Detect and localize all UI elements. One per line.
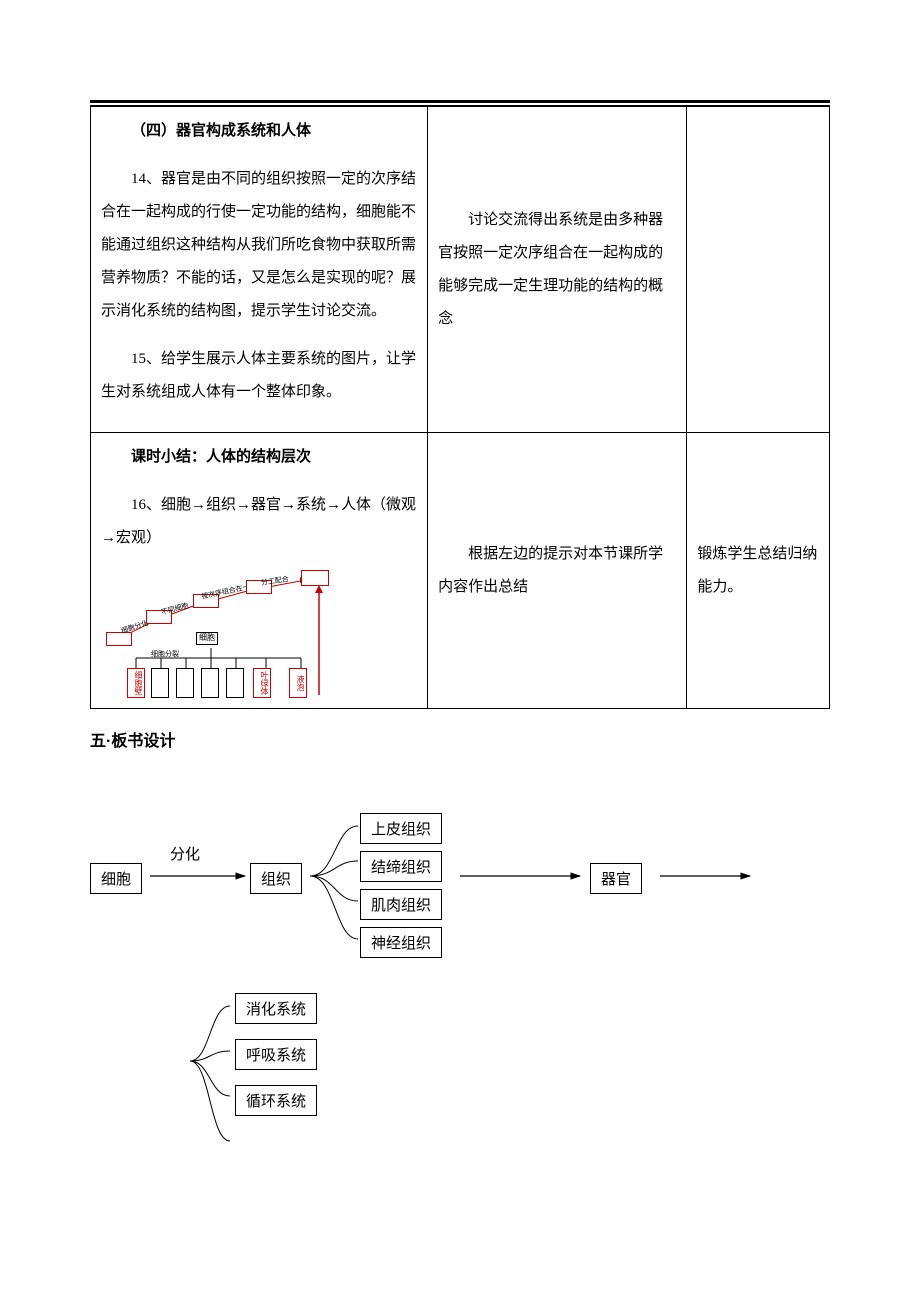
row2-p1: 16、细胞→组织→器官→系统→人体（微观→宏观） <box>101 489 417 555</box>
label-differentiation: 分化 <box>170 843 200 864</box>
mini-b3: 液泡 <box>289 668 307 698</box>
board-design-diagram: 细胞 分化 组织 上皮组织 结缔组织 肌肉组织 神经组织 器官 消化系统 呼吸系… <box>90 781 830 1161</box>
node-system-1: 消化系统 <box>235 993 317 1024</box>
node-cell: 细胞 <box>90 863 142 894</box>
row2-right: 锻炼学生总结归纳能力。 <box>697 538 819 604</box>
cell-left-2: 课时小结：人体的结构层次 16、细胞→组织→器官→系统→人体（微观→宏观） <box>91 433 428 709</box>
mini-b1: 细胞壁 <box>127 668 145 698</box>
table-row: （四）器官构成系统和人体 14、器官是由不同的组织按照一定的次序结合在一起构成的… <box>91 107 830 433</box>
row1-p2: 15、给学生展示人体主要系统的图片，让学生对系统组成人体有一个整体印象。 <box>101 343 417 409</box>
node-tissue-2: 结缔组织 <box>360 851 442 882</box>
row2-heading: 课时小结：人体的结构层次 <box>101 441 417 474</box>
cell-mid-2: 根据左边的提示对本节课所学内容作出总结 <box>428 433 687 709</box>
row1-mid: 讨论交流得出系统是由多种器官按照一定次序组合在一起构成的能够完成一定生理功能的结… <box>438 204 676 336</box>
node-tissue-3: 肌肉组织 <box>360 889 442 920</box>
section-5-title: 五·板书设计 <box>90 727 830 751</box>
mini-empty-b2 <box>151 668 169 698</box>
mini-empty-5 <box>301 570 329 586</box>
row1-p1: 14、器官是由不同的组织按照一定的次序结合在一起构成的行使一定功能的结构，细胞能… <box>101 163 417 328</box>
row2-mid: 根据左边的提示对本节课所学内容作出总结 <box>438 538 676 604</box>
node-system-2: 呼吸系统 <box>235 1039 317 1070</box>
mini-empty-b5 <box>226 668 244 698</box>
mini-leftlabel: 细胞分裂 <box>151 647 179 662</box>
board-svg <box>90 781 830 1161</box>
mini-empty-b3 <box>176 668 194 698</box>
node-tissue-1: 上皮组织 <box>360 813 442 844</box>
node-tissue: 组织 <box>250 863 302 894</box>
mini-b2: 叶绿体 <box>253 668 271 698</box>
lesson-table: （四）器官构成系统和人体 14、器官是由不同的组织按照一定的次序结合在一起构成的… <box>90 106 830 709</box>
mini-empty-b4 <box>201 668 219 698</box>
node-organ: 器官 <box>590 863 642 894</box>
cell-mid-1: 讨论交流得出系统是由多种器官按照一定次序组合在一起构成的能够完成一定生理功能的结… <box>428 107 687 433</box>
cell-left-1: （四）器官构成系统和人体 14、器官是由不同的组织按照一定的次序结合在一起构成的… <box>91 107 428 433</box>
cell-right-1 <box>687 107 830 433</box>
node-tissue-4: 神经组织 <box>360 927 442 958</box>
mini-center: 细胞 <box>196 632 218 645</box>
table-row: 课时小结：人体的结构层次 16、细胞→组织→器官→系统→人体（微观→宏观） <box>91 433 830 709</box>
cell-right-2: 锻炼学生总结归纳能力。 <box>687 433 830 709</box>
row1-heading: （四）器官构成系统和人体 <box>101 115 417 148</box>
mini-hierarchy-diagram: 细胞 细胞分裂 细胞分化 不同细胞 按次序组合在一起 分工配合 细胞壁 <box>101 570 331 700</box>
node-system-3: 循环系统 <box>235 1085 317 1116</box>
